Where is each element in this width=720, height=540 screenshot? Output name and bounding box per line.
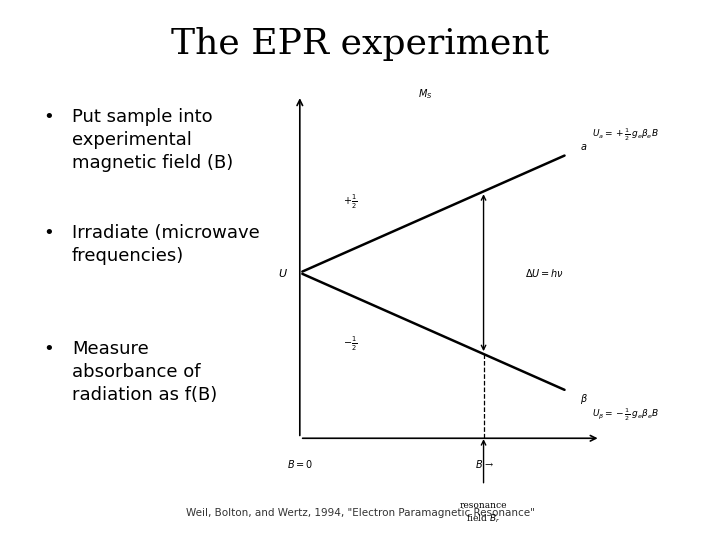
Text: $a$: $a$: [580, 141, 587, 152]
Text: $\Delta U = h\nu$: $\Delta U = h\nu$: [526, 267, 564, 279]
Text: $-\frac{1}{2}$: $-\frac{1}{2}$: [343, 335, 357, 353]
Text: $\beta$: $\beta$: [580, 392, 588, 406]
Text: Weil, Bolton, and Wertz, 1994, "Electron Paramagnetic Resonance": Weil, Bolton, and Wertz, 1994, "Electron…: [186, 508, 534, 518]
Text: Measure
absorbance of
radiation as f(B): Measure absorbance of radiation as f(B): [72, 340, 217, 404]
Text: •: •: [43, 108, 54, 126]
Text: Put sample into
experimental
magnetic field (B): Put sample into experimental magnetic fi…: [72, 108, 233, 172]
Text: •: •: [43, 340, 54, 358]
Text: $B = 0$: $B = 0$: [287, 458, 313, 470]
Text: $U_a = +\frac{1}{2}\,g_e\beta_e B$: $U_a = +\frac{1}{2}\,g_e\beta_e B$: [592, 126, 659, 143]
Text: $M_S$: $M_S$: [418, 87, 432, 101]
Text: resonance
field $B_r$: resonance field $B_r$: [460, 501, 508, 525]
Text: $U$: $U$: [278, 267, 288, 279]
Text: •: •: [43, 224, 54, 242]
Text: Irradiate (microwave
frequencies): Irradiate (microwave frequencies): [72, 224, 260, 265]
Text: The EPR experiment: The EPR experiment: [171, 27, 549, 61]
Text: $+\frac{1}{2}$: $+\frac{1}{2}$: [343, 193, 357, 211]
Text: $U_\beta = -\frac{1}{2}\,g_e\beta_e B$: $U_\beta = -\frac{1}{2}\,g_e\beta_e B$: [592, 406, 659, 423]
Text: $B$ →: $B$ →: [475, 458, 495, 470]
